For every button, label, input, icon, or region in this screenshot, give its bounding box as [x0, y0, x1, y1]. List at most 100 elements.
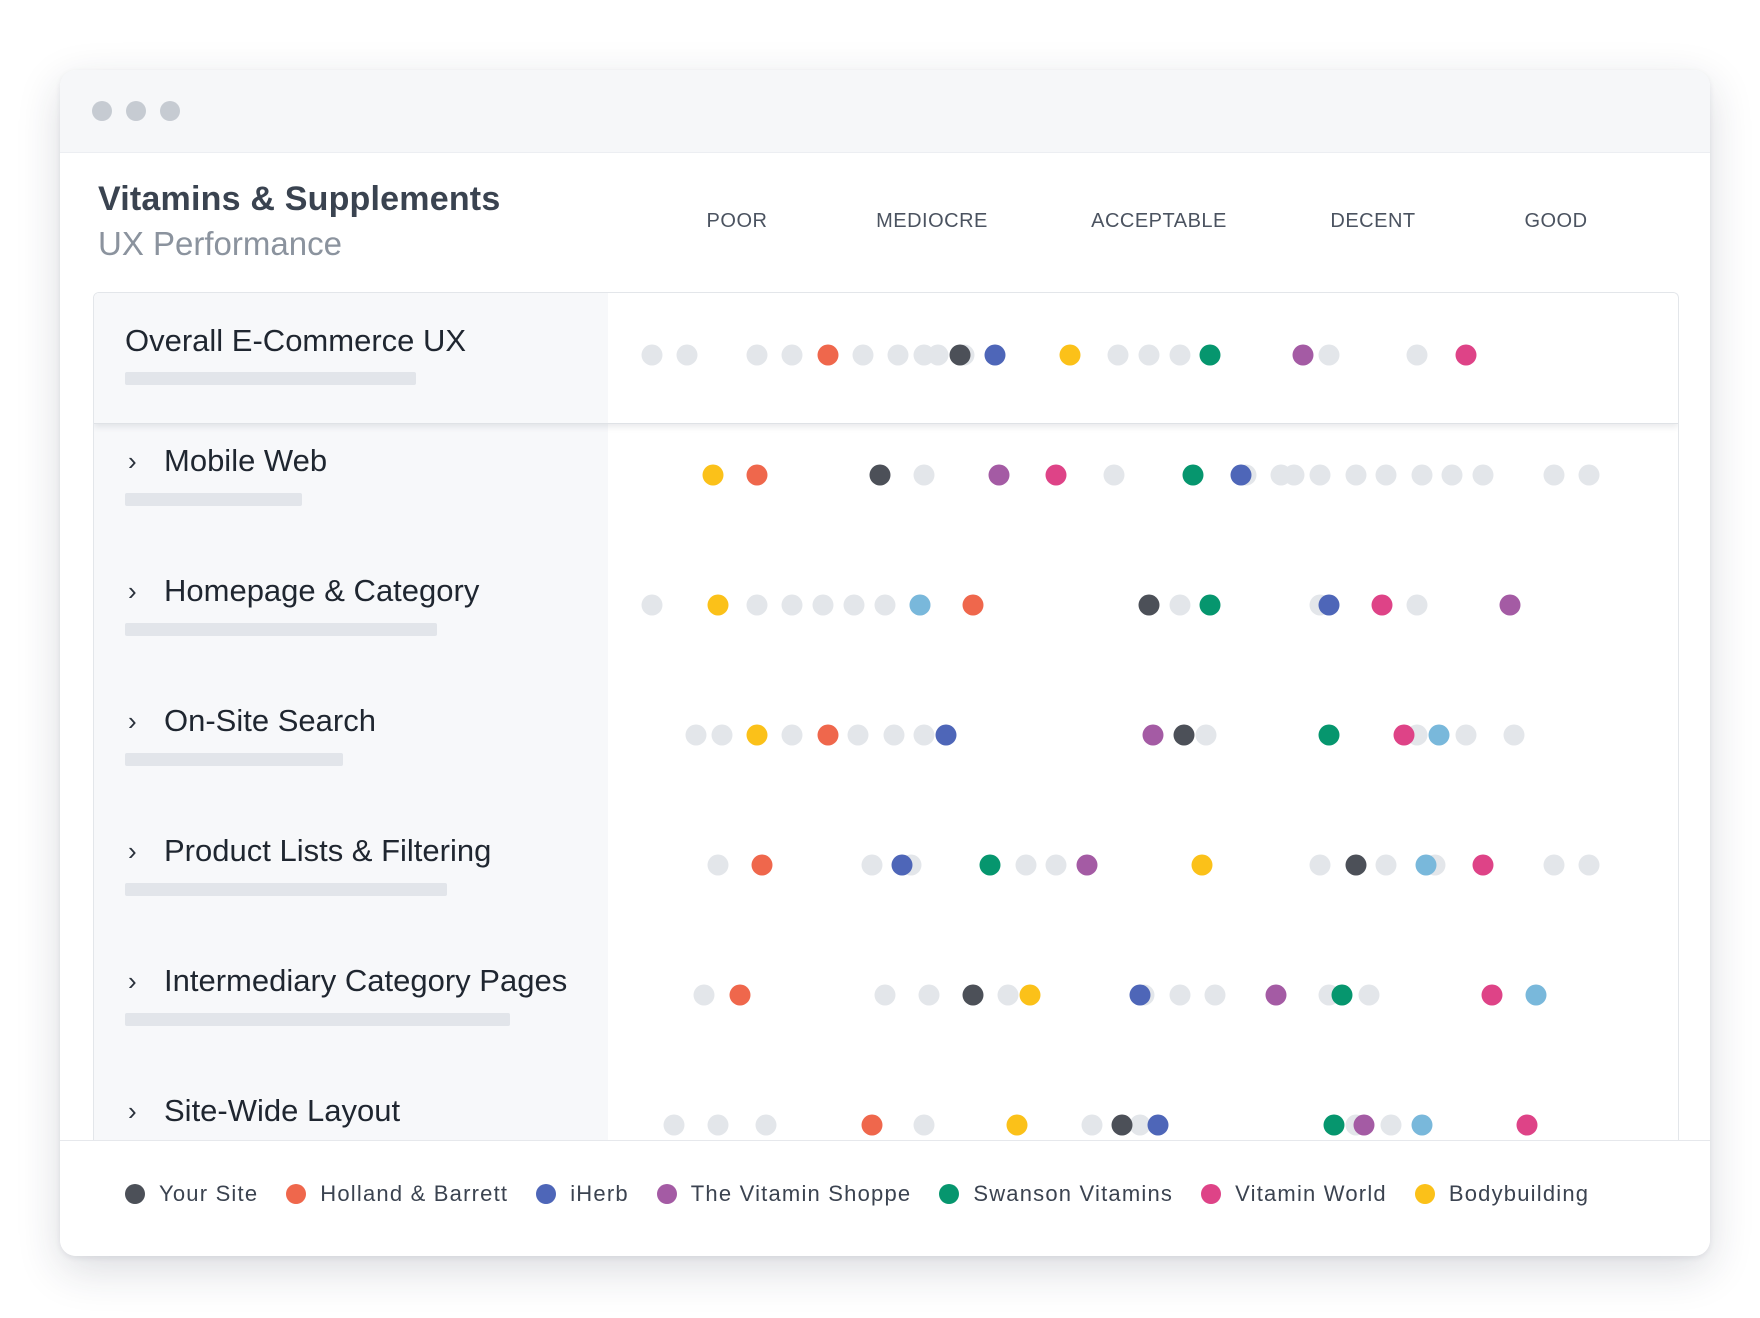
competitor-dot[interactable]	[707, 1114, 729, 1136]
dot-vitamin-shoppe-light[interactable]	[1411, 1114, 1433, 1136]
competitor-dot[interactable]	[874, 594, 896, 616]
competitor-dot[interactable]	[1107, 344, 1129, 366]
dot-iherb[interactable]	[935, 724, 957, 746]
competitor-dot[interactable]	[913, 1114, 935, 1136]
competitor-dot[interactable]	[711, 724, 733, 746]
competitor-dot[interactable]	[746, 594, 768, 616]
dot-vitamin-world[interactable]	[1472, 854, 1494, 876]
competitor-dot[interactable]	[812, 594, 834, 616]
competitor-dot[interactable]	[676, 344, 698, 366]
dot-swanson-vitamins[interactable]	[1182, 464, 1204, 486]
competitor-dot[interactable]	[1358, 984, 1380, 1006]
chevron-right-icon[interactable]: ›	[128, 966, 137, 996]
dot-swanson-vitamins[interactable]	[1199, 594, 1221, 616]
legend-item-iherb[interactable]: iHerb	[536, 1181, 629, 1207]
row-label-mobile-web[interactable]: Mobile Web	[164, 443, 328, 478]
legend-item-holland-and-barrett[interactable]: Holland & Barrett	[286, 1181, 508, 1207]
competitor-dot[interactable]	[1375, 464, 1397, 486]
dot-vitamin-world[interactable]	[1455, 344, 1477, 366]
dot-iherb[interactable]	[1129, 984, 1151, 1006]
chevron-right-icon[interactable]: ›	[128, 1096, 137, 1126]
competitor-dot[interactable]	[707, 854, 729, 876]
competitor-dot[interactable]	[1309, 464, 1331, 486]
competitor-dot[interactable]	[781, 724, 803, 746]
dot-vitamin-shoppe-light[interactable]	[1415, 854, 1437, 876]
competitor-dot[interactable]	[843, 594, 865, 616]
competitor-dot[interactable]	[918, 984, 940, 1006]
competitor-dot[interactable]	[1411, 464, 1433, 486]
dot-vitamin-world[interactable]	[1393, 724, 1415, 746]
table-row[interactable]: › Homepage & Category	[94, 553, 1678, 683]
row-label-product-lists-and-filtering[interactable]: Product Lists & Filtering	[164, 833, 492, 868]
dot-vitamin-world[interactable]	[1481, 984, 1503, 1006]
competitor-dot[interactable]	[1543, 464, 1565, 486]
dot-vitamin-world[interactable]	[1045, 464, 1067, 486]
dot-your-site[interactable]	[949, 344, 971, 366]
dot-the-vitamin-shoppe[interactable]	[1353, 1114, 1375, 1136]
legend-item-swanson-vitamins[interactable]: Swanson Vitamins	[939, 1181, 1173, 1207]
competitor-dot[interactable]	[641, 594, 663, 616]
competitor-dot[interactable]	[883, 724, 905, 746]
table-row[interactable]: › Mobile Web	[94, 423, 1678, 553]
dot-holland-and-barrett[interactable]	[746, 464, 768, 486]
dot-holland-and-barrett[interactable]	[861, 1114, 883, 1136]
dot-swanson-vitamins[interactable]	[1318, 724, 1340, 746]
legend-item-the-vitamin-shoppe[interactable]: The Vitamin Shoppe	[656, 1181, 912, 1207]
dot-holland-and-barrett[interactable]	[962, 594, 984, 616]
competitor-dot[interactable]	[1503, 724, 1525, 746]
dot-holland-and-barrett[interactable]	[751, 854, 773, 876]
dot-swanson-vitamins[interactable]	[1331, 984, 1353, 1006]
competitor-dot[interactable]	[685, 724, 707, 746]
competitor-dot[interactable]	[663, 1114, 685, 1136]
competitor-dot[interactable]	[1578, 854, 1600, 876]
competitor-dot[interactable]	[1015, 854, 1037, 876]
table-row[interactable]: › Intermediary Category Pages	[94, 943, 1678, 1073]
dot-bodybuilding[interactable]	[1006, 1114, 1028, 1136]
competitor-dot[interactable]	[1169, 594, 1191, 616]
dot-the-vitamin-shoppe[interactable]	[1499, 594, 1521, 616]
competitor-dot[interactable]	[847, 724, 869, 746]
dot-the-vitamin-shoppe[interactable]	[1265, 984, 1287, 1006]
dot-iherb[interactable]	[1230, 464, 1252, 486]
chevron-right-icon[interactable]: ›	[128, 706, 137, 736]
chevron-right-icon[interactable]: ›	[128, 576, 137, 606]
competitor-dot[interactable]	[781, 344, 803, 366]
dot-your-site[interactable]	[962, 984, 984, 1006]
row-label-on-site-search[interactable]: On-Site Search	[164, 703, 376, 738]
dot-swanson-vitamins[interactable]	[1323, 1114, 1345, 1136]
competitor-dot[interactable]	[1169, 984, 1191, 1006]
dot-vitamin-world[interactable]	[1371, 594, 1393, 616]
chevron-right-icon[interactable]: ›	[128, 446, 137, 476]
dot-iherb[interactable]	[984, 344, 1006, 366]
competitor-dot[interactable]	[1045, 854, 1067, 876]
competitor-dot[interactable]	[887, 344, 909, 366]
dot-vitamin-shoppe-light[interactable]	[1428, 724, 1450, 746]
dot-your-site[interactable]	[1345, 854, 1367, 876]
competitor-dot[interactable]	[1081, 1114, 1103, 1136]
dot-the-vitamin-shoppe[interactable]	[988, 464, 1010, 486]
competitor-dot[interactable]	[1380, 1114, 1402, 1136]
legend-item-your-site[interactable]: Your Site	[125, 1181, 258, 1207]
legend-item-bodybuilding[interactable]: Bodybuilding	[1414, 1181, 1589, 1207]
competitor-dot[interactable]	[1103, 464, 1125, 486]
dot-swanson-vitamins[interactable]	[1199, 344, 1221, 366]
dot-bodybuilding[interactable]	[1059, 344, 1081, 366]
competitor-dot[interactable]	[1406, 594, 1428, 616]
competitor-dot[interactable]	[861, 854, 883, 876]
dot-bodybuilding[interactable]	[1019, 984, 1041, 1006]
competitor-dot[interactable]	[1455, 724, 1477, 746]
competitor-dot[interactable]	[1195, 724, 1217, 746]
competitor-dot[interactable]	[641, 344, 663, 366]
competitor-dot[interactable]	[913, 724, 935, 746]
competitor-dot[interactable]	[755, 1114, 777, 1136]
competitor-dot[interactable]	[746, 344, 768, 366]
competitor-dot[interactable]	[1375, 854, 1397, 876]
dot-your-site[interactable]	[1111, 1114, 1133, 1136]
dot-holland-and-barrett[interactable]	[729, 984, 751, 1006]
dot-vitamin-shoppe-light[interactable]	[1525, 984, 1547, 1006]
competitor-dot[interactable]	[1578, 464, 1600, 486]
dot-bodybuilding[interactable]	[1191, 854, 1213, 876]
chevron-right-icon[interactable]: ›	[128, 836, 137, 866]
table-row[interactable]: › Product Lists & Filtering	[94, 813, 1678, 943]
competitor-dot[interactable]	[997, 984, 1019, 1006]
